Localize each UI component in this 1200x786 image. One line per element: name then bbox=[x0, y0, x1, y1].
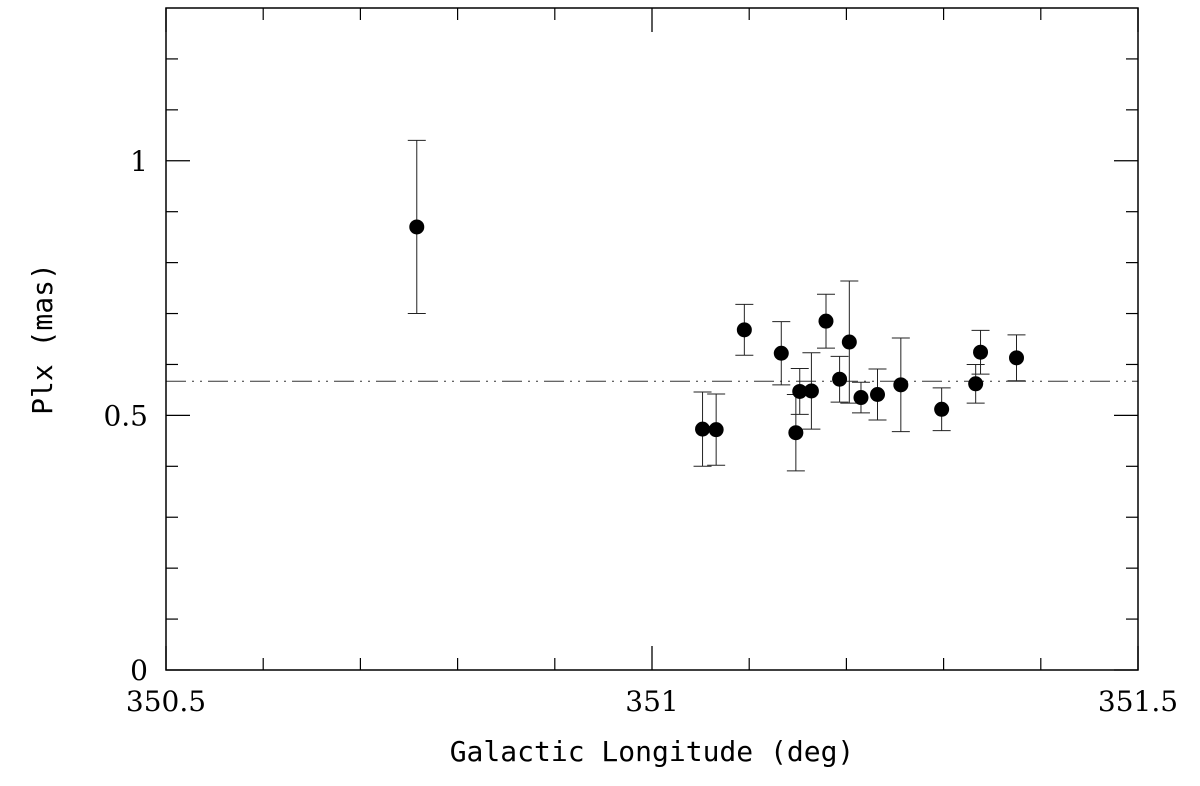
data-point bbox=[409, 219, 425, 235]
y-tick-label: 0.5 bbox=[103, 399, 148, 432]
data-point bbox=[870, 387, 886, 403]
x-tick-label: 350.5 bbox=[126, 685, 206, 718]
x-tick-label: 351 bbox=[625, 685, 678, 718]
data-point bbox=[818, 313, 834, 329]
data-point bbox=[934, 401, 950, 417]
data-point bbox=[1009, 350, 1024, 366]
data-point bbox=[973, 344, 989, 360]
data-point bbox=[736, 322, 752, 338]
data-point bbox=[773, 345, 789, 361]
data-point bbox=[788, 425, 804, 441]
data-point bbox=[968, 376, 984, 392]
data-point bbox=[792, 383, 808, 399]
y-tick-label: 0 bbox=[130, 654, 148, 687]
data-point bbox=[853, 390, 869, 406]
data-point bbox=[695, 421, 711, 437]
y-axis-label: Plx (mas) bbox=[26, 263, 59, 415]
data-point bbox=[841, 334, 857, 350]
x-tick-label: 351.5 bbox=[1098, 685, 1178, 718]
plot-frame bbox=[165, 7, 1139, 671]
x-axis-label: Galactic Longitude (deg) bbox=[450, 735, 855, 768]
y-tick-label: 1 bbox=[130, 145, 148, 178]
data-point bbox=[893, 377, 909, 393]
data-point bbox=[803, 383, 819, 399]
data-point bbox=[832, 371, 848, 387]
data-point bbox=[708, 422, 724, 438]
